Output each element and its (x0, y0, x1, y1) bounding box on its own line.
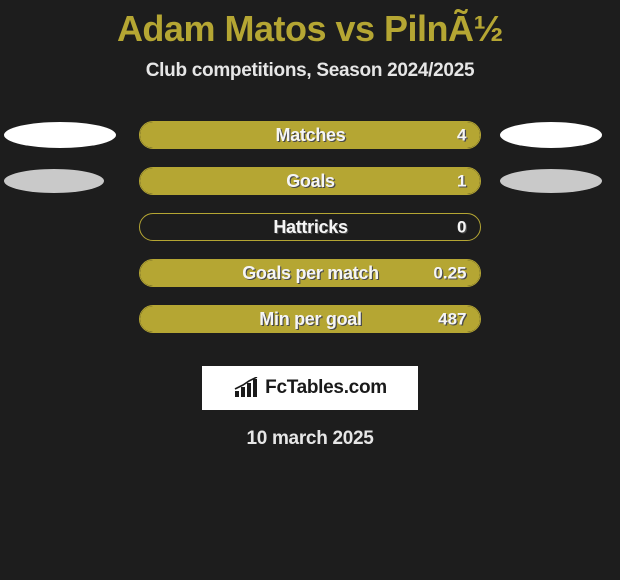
stat-value: 44 (457, 126, 466, 146)
side-ellipse-right (500, 122, 602, 148)
stat-label: MatchesMatches (141, 125, 481, 146)
stat-row: GoalsGoals11 (0, 158, 620, 204)
stat-rows: MatchesMatches44 GoalsGoals11 HattricksHat… (0, 112, 620, 342)
stat-value: 487487 (438, 310, 466, 330)
stat-bar: MatchesMatches44 (139, 121, 481, 149)
side-ellipse-left (4, 169, 104, 193)
comparison-card: Adam Matos vs PilnÃ½ Club competitions, … (0, 0, 620, 580)
stat-bar: Goals per matchGoals per match0.250.25 (139, 259, 481, 287)
page-title: Adam Matos vs PilnÃ½ (0, 8, 620, 50)
stat-value: 11 (457, 172, 466, 192)
stat-bar: GoalsGoals11 (139, 167, 481, 195)
page-subtitle: Club competitions, Season 2024/2025 (0, 60, 620, 82)
stat-label: Goals per matchGoals per match (141, 263, 481, 284)
stat-label: GoalsGoals (141, 171, 481, 192)
stat-value: 0.250.25 (433, 264, 466, 284)
source-logo-box: FcTables.com (202, 366, 418, 410)
side-ellipse-right (500, 169, 602, 193)
date-text: 10 march 2025 (0, 428, 620, 450)
stat-row: MatchesMatches44 (0, 112, 620, 158)
stat-label: Min per goalMin per goal (141, 309, 481, 330)
stat-value: 00 (457, 218, 466, 238)
source-logo-text: FcTables.com (265, 377, 387, 399)
side-ellipse-left (4, 122, 116, 148)
bar-chart-icon (233, 377, 261, 399)
stat-bar: HattricksHattricks00 (139, 213, 481, 241)
stat-bar: Min per goalMin per goal487487 (139, 305, 481, 333)
stat-row: Min per goalMin per goal487487 (0, 296, 620, 342)
stat-label: HattricksHattricks (141, 217, 481, 238)
stat-row: Goals per matchGoals per match0.250.25 (0, 250, 620, 296)
stat-row: HattricksHattricks00 (0, 204, 620, 250)
